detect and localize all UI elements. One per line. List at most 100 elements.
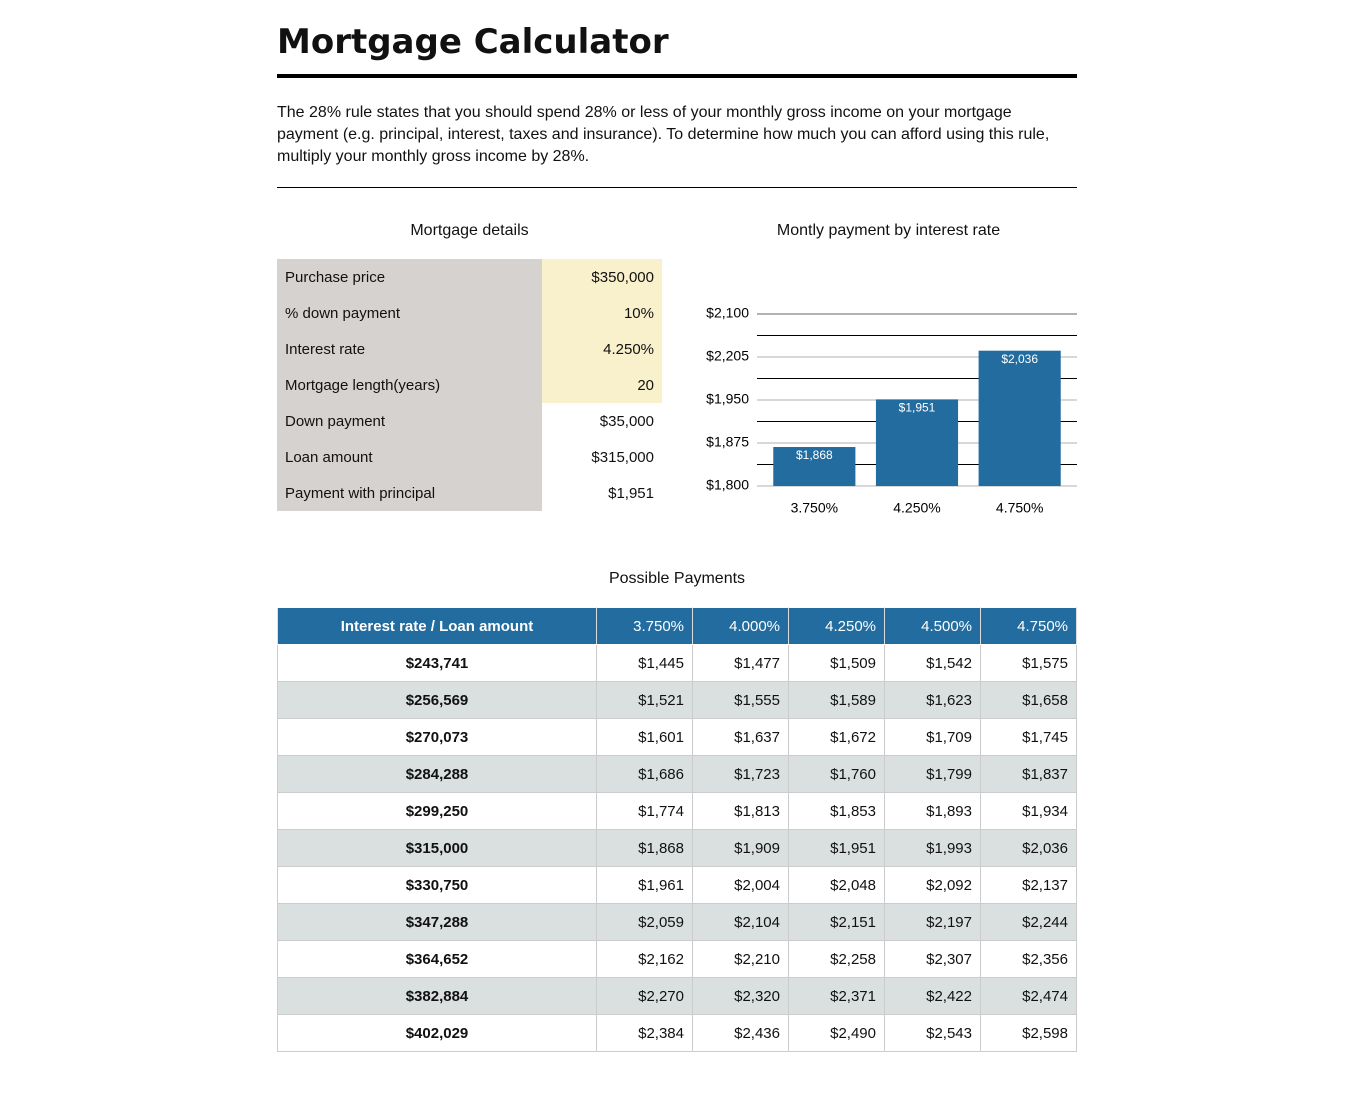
payment-cell: $2,036 xyxy=(980,829,1077,867)
y-tick-label: $1,875 xyxy=(706,434,749,450)
payment-cell: $2,356 xyxy=(980,940,1077,978)
loan-amount: $243,741 xyxy=(277,644,597,682)
details-row: Payment with principal $1,951 xyxy=(277,475,662,511)
payment-cell: $1,893 xyxy=(884,792,981,830)
description: The 28% rule states that you should spen… xyxy=(277,104,1050,165)
payment-cell: $2,197 xyxy=(884,903,981,941)
details-row: Purchase price $350,000 xyxy=(277,259,662,295)
payment-cell: $2,092 xyxy=(884,866,981,904)
loan-amount: $382,884 xyxy=(277,977,597,1015)
payments-row: $347,288 $2,059 $2,104 $2,151 $2,197 $2,244 xyxy=(277,903,1077,941)
detail-value: 10% xyxy=(542,295,662,331)
payments-row: $256,569 $1,521 $1,555 $1,589 $1,623 $1,658 xyxy=(277,681,1077,719)
payments-row: $284,288 $1,686 $1,723 $1,760 $1,799 $1,837 xyxy=(277,755,1077,793)
payment-cell: $1,521 xyxy=(596,681,693,719)
payments-row: $243,741 $1,445 $1,477 $1,509 $1,542 $1,575 xyxy=(277,644,1077,682)
payment-cell: $2,004 xyxy=(692,866,789,904)
y-tick-label: $2,100 xyxy=(706,305,749,321)
payment-cell: $1,686 xyxy=(596,755,693,793)
payment-cell: $2,244 xyxy=(980,903,1077,941)
payment-cell: $1,575 xyxy=(980,644,1077,682)
payment-cell: $2,436 xyxy=(692,1014,789,1052)
chart: $2,100 $2,205 $1,950 $1,875 $1,800 $1,868 3.75… xyxy=(706,305,1077,516)
value-label: $2,036 xyxy=(1001,352,1038,366)
loan-amount: $315,000 xyxy=(277,829,597,867)
payment-cell: $1,774 xyxy=(596,792,693,830)
column-header: 4.250% xyxy=(788,607,885,645)
section-title: Possible Payments xyxy=(608,570,746,587)
payment-cell: $1,555 xyxy=(692,681,789,719)
payment-cell: $1,760 xyxy=(788,755,885,793)
payment-cell: $2,059 xyxy=(596,903,693,941)
bar xyxy=(773,447,856,486)
payment-cell: $1,509 xyxy=(788,644,885,682)
page-title: Mortgage Calculator xyxy=(277,22,669,62)
payment-cell: $2,422 xyxy=(884,977,981,1015)
details-row: Interest rate 4.250% xyxy=(277,331,662,367)
y-tick-label: $1,950 xyxy=(706,391,749,407)
payments-row: $330,750 $1,961 $2,004 $2,048 $2,092 $2,137 xyxy=(277,866,1077,904)
detail-value: $350,000 xyxy=(542,259,662,295)
payment-cell: $1,837 xyxy=(980,755,1077,793)
payments-row: $364,652 $2,162 $2,210 $2,258 $2,307 $2,356 xyxy=(277,940,1077,978)
payment-cell: $1,709 xyxy=(884,718,981,756)
payment-cell: $2,137 xyxy=(980,866,1077,904)
x-tick-label: 4.250% xyxy=(893,500,940,516)
loan-amount: $364,652 xyxy=(277,940,597,978)
payment-cell: $2,151 xyxy=(788,903,885,941)
payment-cell: $1,745 xyxy=(980,718,1077,756)
payment-cell: $1,868 xyxy=(596,829,693,867)
chart-title: Montly payment by interest rate xyxy=(776,222,1001,239)
payment-cell: $1,637 xyxy=(692,718,789,756)
column-header: 3.750% xyxy=(596,607,693,645)
payment-cell: $2,307 xyxy=(884,940,981,978)
payment-cell: $1,993 xyxy=(884,829,981,867)
payment-cell: $1,589 xyxy=(788,681,885,719)
payments-table: Interest rate / Loan amount 3.750% 4.000% 4… xyxy=(277,607,1077,1052)
details-row: % down payment 10% xyxy=(277,295,662,331)
column-header: 4.000% xyxy=(692,607,789,645)
payment-cell: $2,320 xyxy=(692,977,789,1015)
loan-amount: $402,029 xyxy=(277,1014,597,1052)
detail-value: $1,951 xyxy=(608,484,654,502)
payment-cell: $2,104 xyxy=(692,903,789,941)
detail-label: % down payment xyxy=(277,295,542,331)
payment-cell: $1,934 xyxy=(980,792,1077,830)
value-label: $1,868 xyxy=(796,448,833,462)
payment-cell: $2,543 xyxy=(884,1014,981,1052)
payment-cell: $2,258 xyxy=(788,940,885,978)
payments-row: $402,029 $2,384 $2,436 $2,490 $2,543 $2,598 xyxy=(277,1014,1077,1052)
detail-value: $35,000 xyxy=(599,412,654,430)
divider xyxy=(277,74,1077,78)
payments-row: $270,073 $1,601 $1,637 $1,672 $1,709 $1,745 xyxy=(277,718,1077,756)
detail-label: Interest rate xyxy=(277,331,542,367)
column-header: 4.750% xyxy=(980,607,1077,645)
payment-cell: $1,909 xyxy=(692,829,789,867)
payment-cell: $1,723 xyxy=(692,755,789,793)
payment-cell: $1,813 xyxy=(692,792,789,830)
section-title: Mortgage details xyxy=(410,222,529,239)
payment-cell: $1,672 xyxy=(788,718,885,756)
payments-row: $382,884 $2,270 $2,320 $2,371 $2,422 $2,474 xyxy=(277,977,1077,1015)
bar xyxy=(978,350,1061,486)
x-tick-label: 4.750% xyxy=(996,500,1043,516)
payment-cell: $2,371 xyxy=(788,977,885,1015)
details-row: Mortgage length(years) 20 xyxy=(277,367,662,403)
payments-row: $315,000 $1,868 $1,909 $1,951 $1,993 $2,036 xyxy=(277,829,1077,867)
y-tick-label: $1,800 xyxy=(706,477,749,493)
detail-label: Purchase price xyxy=(277,259,542,295)
payment-cell: $2,210 xyxy=(692,940,789,978)
bar xyxy=(875,399,959,486)
loan-amount: $347,288 xyxy=(277,903,597,941)
payment-cell: $2,598 xyxy=(980,1014,1077,1052)
payment-cell: $1,799 xyxy=(884,755,981,793)
payment-cell: $2,474 xyxy=(980,977,1077,1015)
detail-label: Loan amount xyxy=(277,439,542,475)
column-header: Interest rate / Loan amount xyxy=(277,607,597,645)
payment-cell: $1,445 xyxy=(596,644,693,682)
value-label: $1,951 xyxy=(899,401,936,415)
column-header: 4.500% xyxy=(884,607,981,645)
payment-cell: $2,162 xyxy=(596,940,693,978)
loan-amount: $330,750 xyxy=(277,866,597,904)
